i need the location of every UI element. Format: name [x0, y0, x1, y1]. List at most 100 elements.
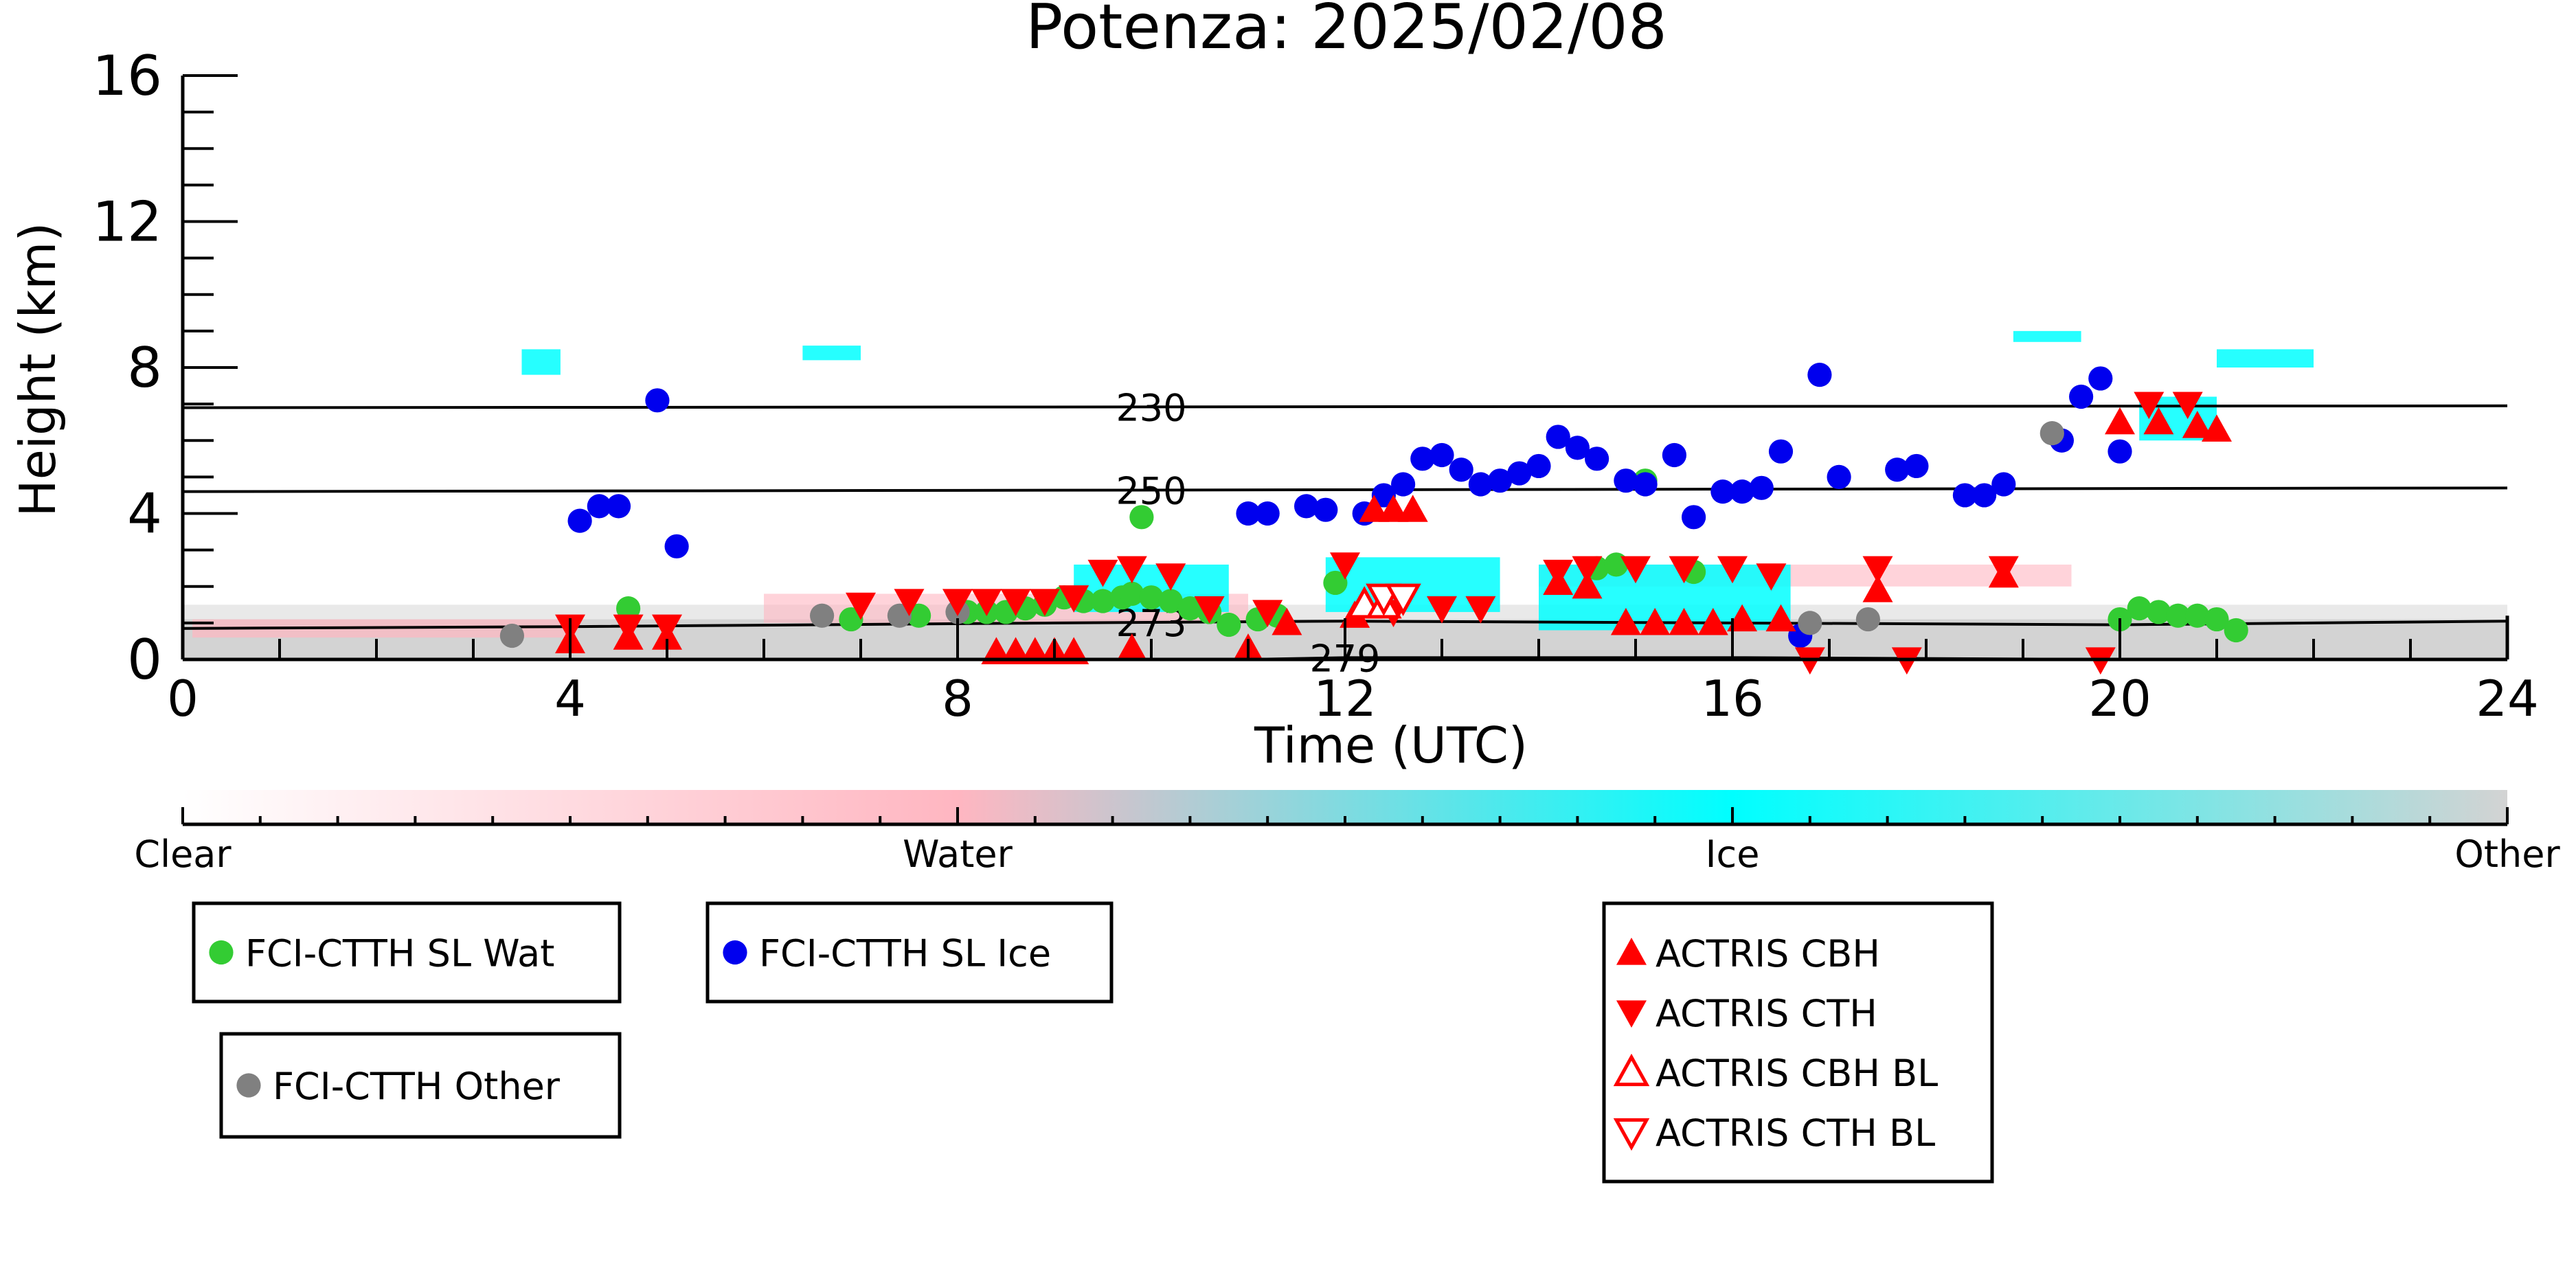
x-tick-label: 4 — [554, 670, 586, 727]
actris-cbh-point — [1727, 604, 1758, 632]
fci-ctth-sl-ice-point — [606, 494, 631, 519]
actris-cbh-point — [1640, 607, 1671, 635]
legend: FCI-CTTH SL Wat FCI-CTTH SL Ice FCI-CTTH O… — [192, 901, 1994, 1184]
contour-line — [182, 404, 2508, 409]
legend-marker — [1616, 938, 1647, 965]
fci-ctth-other-point — [1798, 611, 1822, 635]
colorbar-label: Ice — [1706, 833, 1760, 876]
fci-ctth-sl-ice-point — [1546, 425, 1570, 449]
fci-ctth-sl-ice-point — [1991, 472, 2016, 497]
fci-ctth-sl-ice-point — [2108, 439, 2132, 464]
actris-cbh-point — [1019, 637, 1050, 664]
fci-ctth-sl-ice-point — [1710, 479, 1735, 504]
actris-cbh-point — [2105, 407, 2135, 435]
fci-ctth-sl-ice-point — [664, 534, 689, 558]
fci-ctth-other-point — [1855, 607, 1880, 632]
fci-ctth-sl-wat-point — [1217, 612, 1241, 637]
actris-cbh-point — [1272, 607, 1302, 635]
x-axis-label: Time (UTC) — [1254, 716, 1528, 774]
fci-ctth-sl-ice-point — [2069, 384, 2094, 409]
fci-ctth-sl-ice-point — [1313, 497, 1338, 522]
fci-ctth-sl-ice-point — [1730, 479, 1754, 504]
fci-ctth-sl-wat-point — [2204, 607, 2229, 632]
fci-ctth-sl-ice-point — [1236, 501, 1261, 526]
fci-ctth-sl-wat-point — [1139, 585, 1164, 610]
x-tick-label: 0 — [167, 670, 199, 727]
ice-cloud-patch — [521, 349, 561, 375]
actris-cbh-point — [981, 637, 1012, 664]
fci-ctth-sl-ice-point — [1807, 363, 1832, 387]
fci-ctth-sl-wat-point — [2224, 618, 2248, 643]
actris-cth-point — [1059, 585, 1089, 613]
fci-ctth-sl-ice-point — [1410, 447, 1435, 471]
fci-ctth-sl-ice-point — [1468, 472, 1493, 497]
actris-cth-point — [1087, 559, 1118, 587]
fci-ctth-sl-wat-point — [1323, 570, 1348, 596]
actris-cth-point — [1717, 556, 1748, 584]
fci-ctth-sl-ice-point — [587, 494, 611, 519]
fci-ctth-sl-ice-point — [1827, 464, 1851, 489]
data-markers — [499, 363, 2248, 675]
contour-line — [182, 486, 2508, 493]
actris-cth-point — [1252, 600, 1283, 627]
actris-cbh-point — [1378, 495, 1409, 522]
actris-cbh-point — [1397, 495, 1428, 522]
actris-cth-point — [1756, 563, 1787, 591]
fci-ctth-other-point — [2040, 421, 2064, 446]
fci-ctth-sl-ice-point — [1585, 447, 1609, 471]
fci-ctth-sl-ice-point — [1507, 461, 1532, 486]
actris-cth-point — [2134, 392, 2165, 420]
actris-cbh-point — [1059, 637, 1089, 664]
colorbar-label: Water — [903, 833, 1013, 876]
actris-cth-point — [846, 592, 876, 620]
actris-cth-point — [1116, 556, 1147, 584]
y-axis-label: Height (km) — [9, 223, 67, 517]
fci-ctth-sl-wat-point — [1120, 581, 1144, 606]
actris-cth-point — [1194, 596, 1225, 624]
legend-marker — [236, 1073, 261, 1098]
fci-ctth-sl-wat-point — [2146, 600, 2171, 624]
legend-marker — [1613, 1053, 1650, 1087]
fci-ctth-sl-wat-point — [1090, 589, 1116, 613]
x-tick-label: 12 — [1313, 670, 1377, 727]
actris-cbh-point — [1862, 575, 1893, 602]
legend-label: ACTRIS CTH — [1656, 992, 1877, 1035]
legend-label: FCI-CTTH Other — [273, 1065, 561, 1108]
colorbar-label: Other — [2454, 833, 2560, 876]
fci-ctth-sl-ice-point — [1904, 453, 1929, 479]
colorbar: Clear Water Ice Other — [134, 790, 2560, 876]
actris-cth-point — [1427, 596, 1457, 624]
actris-cth-point — [1572, 556, 1603, 584]
actris-cbh-point — [1765, 604, 1796, 632]
actris-cth-point — [942, 589, 973, 616]
fci-ctth-sl-wat-point — [1129, 505, 1154, 530]
fci-ctth-sl-ice-point — [1430, 442, 1454, 468]
x-tick-label: 24 — [2476, 670, 2539, 727]
actris-cbh-point — [2202, 414, 2232, 442]
ice-cloud-patch — [802, 346, 861, 361]
actris-cth-point — [1862, 556, 1893, 584]
legend-label: FCI-CTTH SL Wat — [245, 932, 554, 975]
fci-ctth-sl-ice-point — [1391, 472, 1416, 497]
fci-ctth-sl-ice-point — [1952, 483, 1977, 508]
colorbar-label: Clear — [134, 833, 231, 876]
y-tick-label: 4 — [127, 482, 162, 546]
legend-box — [192, 901, 622, 1004]
fci-ctth-sl-wat-point — [1177, 596, 1202, 621]
x-tick-label: 16 — [1701, 670, 1764, 727]
actris-cbh-point — [1697, 607, 1728, 635]
actris-cbh-point — [1610, 607, 1641, 635]
actris-cth-point — [613, 614, 644, 642]
fci-ctth-sl-ice-point — [1565, 436, 1590, 460]
y-tick-label: 8 — [127, 336, 162, 400]
actris-cth-point — [971, 589, 1002, 616]
contour-label: 230 — [1116, 386, 1186, 429]
fci-ctth-sl-wat-point — [1158, 589, 1183, 613]
legend-box — [705, 901, 1114, 1004]
fci-ctth-sl-ice-point — [1255, 501, 1280, 526]
x-tick-label: 20 — [2088, 670, 2151, 727]
legend-marker — [1613, 1118, 1650, 1151]
legend-label: FCI-CTTH SL Ice — [759, 932, 1051, 975]
actris-cbh-point — [1669, 607, 1699, 635]
fci-ctth-sl-ice-point — [1526, 453, 1551, 479]
